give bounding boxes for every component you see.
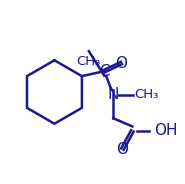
Text: O: O [115,56,127,70]
Text: OH: OH [154,123,178,139]
Text: O: O [116,141,128,157]
Text: C: C [99,64,110,79]
Text: N: N [108,87,119,102]
Text: CH₃: CH₃ [134,88,159,101]
Text: CH₃: CH₃ [77,55,101,68]
